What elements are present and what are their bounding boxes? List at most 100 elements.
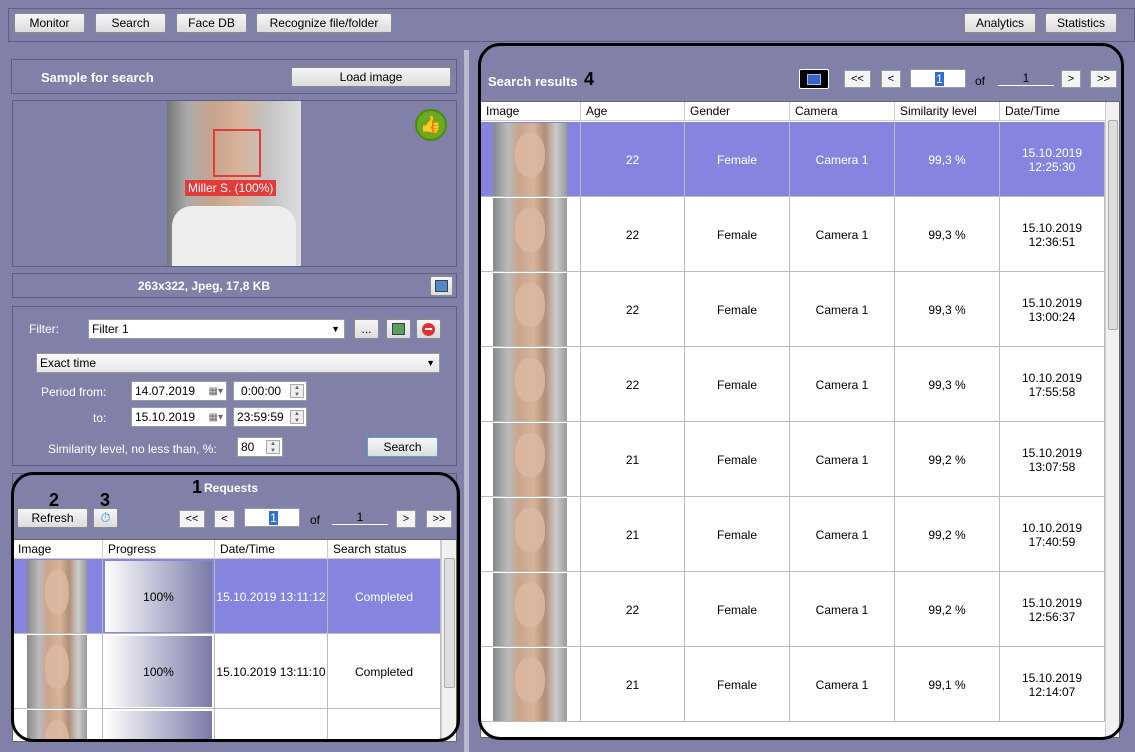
analytics-button[interactable]: Analytics (964, 13, 1036, 33)
time-from-spinner[interactable]: ▲ ▼ (290, 384, 304, 398)
cell-gender: Female (685, 497, 790, 572)
cell-similarity: 99,3 % (895, 272, 1000, 347)
date-from-value: 14.07.2019 (135, 384, 196, 398)
search-button[interactable]: Search (367, 437, 438, 457)
filter-select[interactable]: Filter 1 ▼ (88, 319, 345, 339)
col-similarity[interactable]: Similarity level (895, 102, 1000, 121)
table-row[interactable]: 22 Female Camera 1 99,2 % 15.10.2019 12:5… (481, 572, 1105, 647)
results-title: Search results (488, 74, 578, 89)
results-first-page[interactable]: << (844, 70, 871, 88)
face-db-button[interactable]: Face DB (176, 13, 247, 33)
requests-prev-page[interactable]: < (214, 510, 235, 528)
date-value: 15.10.2019 (1021, 670, 1083, 685)
requests-page-value: 1 (269, 510, 278, 525)
cell-gender: Female (685, 272, 790, 347)
sample-title: Sample for search (41, 70, 154, 85)
requests-table: Image Progress Date/Time Search status 1… (12, 539, 457, 742)
scroll-thumb[interactable] (1108, 120, 1118, 330)
annotation-3: 3 (100, 490, 111, 510)
print-button[interactable] (799, 69, 829, 89)
col-image[interactable]: Image (481, 102, 581, 121)
statistics-button[interactable]: Statistics (1045, 13, 1117, 33)
time-value: 17:40:59 (1028, 534, 1076, 549)
time-value: 13:07:58 (1028, 459, 1076, 474)
col-datetime[interactable]: Date/Time (215, 540, 328, 559)
requests-scrollbar[interactable] (441, 540, 456, 741)
time-to-input[interactable]: 23:59:59 ▲ ▼ (233, 407, 307, 427)
progress-value: 100% (143, 589, 174, 604)
table-row[interactable]: 21 Female Camera 1 99,2 % 15.10.2019 13:0… (481, 422, 1105, 497)
cell-camera: Camera 1 (790, 197, 895, 272)
timer-button[interactable]: ⏱ (93, 508, 118, 528)
panel-splitter[interactable] (464, 50, 469, 752)
similarity-spinner[interactable]: ▲ ▼ (266, 440, 280, 454)
col-datetime[interactable]: Date/Time (1000, 102, 1106, 121)
col-gender[interactable]: Gender (685, 102, 790, 121)
table-row[interactable]: 100% 15.10.2019 13:11:12 Completed (13, 559, 441, 634)
monitor-button[interactable]: Monitor (14, 13, 85, 33)
results-total: 1 (998, 71, 1054, 86)
similarity-label: Similarity level, no less than, %: (48, 442, 217, 456)
cell-datetime (215, 709, 328, 741)
table-row[interactable]: 22 Female Camera 1 99,3 % 15.10.2019 12:3… (481, 197, 1105, 272)
results-of-label: of (975, 74, 986, 88)
results-scrollbar[interactable] (1105, 102, 1119, 737)
filter-more-button[interactable]: ... (354, 319, 379, 339)
requests-page-input[interactable]: 1 (244, 508, 300, 527)
col-age[interactable]: Age (581, 102, 685, 121)
col-progress[interactable]: Progress (103, 540, 215, 559)
filter-label: Filter: (29, 322, 59, 336)
cell-camera: Camera 1 (790, 572, 895, 647)
cell-datetime: 15.10.2019 13:11:12 (215, 559, 328, 634)
cell-gender: Female (685, 347, 790, 422)
cell-similarity: 99,2 % (895, 572, 1000, 647)
cell-camera: Camera 1 (790, 647, 895, 722)
table-row[interactable]: 21 Female Camera 1 99,2 % 10.10.2019 17:4… (481, 497, 1105, 572)
period-from-label: Period from: (41, 385, 107, 399)
time-from-input[interactable]: 0:00:00 ▲ ▼ (233, 381, 307, 401)
cell-age: 22 (581, 122, 685, 197)
requests-last-page[interactable]: >> (426, 510, 452, 528)
load-image-button[interactable]: Load image (291, 67, 451, 87)
calendar-icon[interactable]: ▦▾ (208, 411, 223, 423)
refresh-button[interactable]: Refresh (17, 508, 88, 528)
cell-image (13, 559, 103, 634)
table-row[interactable]: 22 Female Camera 1 99,3 % 10.10.2019 17:5… (481, 347, 1105, 422)
scroll-thumb[interactable] (444, 558, 455, 688)
results-page-input[interactable]: 1 (910, 69, 966, 88)
save-image-button[interactable] (430, 276, 453, 296)
table-row[interactable] (13, 709, 441, 741)
time-mode-select[interactable]: Exact time ▼ (36, 353, 440, 373)
result-thumbnail (493, 498, 567, 571)
date-to-input[interactable]: 15.10.2019 ▦▾ (131, 407, 227, 427)
col-status[interactable]: Search status (328, 540, 441, 559)
table-row[interactable]: 22 Female Camera 1 99,3 % 15.10.2019 12:2… (481, 122, 1105, 197)
col-image[interactable]: Image (13, 540, 103, 559)
cell-gender: Female (685, 422, 790, 497)
results-last-page[interactable]: >> (1090, 70, 1117, 88)
results-next-page[interactable]: > (1061, 70, 1081, 88)
save-filter-button[interactable] (386, 319, 411, 339)
table-row[interactable]: 100% 15.10.2019 13:11:10 Completed (13, 634, 441, 709)
cell-datetime: 15.10.2019 13:07:58 (1000, 422, 1105, 497)
date-value: 15.10.2019 (1021, 145, 1083, 160)
requests-first-page[interactable]: << (179, 510, 205, 528)
results-prev-page[interactable]: < (881, 70, 901, 88)
requests-next-page[interactable]: > (396, 510, 416, 528)
search-tab-button[interactable]: Search (95, 13, 166, 33)
time-value: 17:55:58 (1028, 384, 1076, 399)
table-row[interactable]: 21 Female Camera 1 99,1 % 15.10.2019 12:1… (481, 647, 1105, 722)
results-table: Image Age Gender Camera Similarity level… (480, 101, 1120, 738)
delete-filter-button[interactable] (416, 319, 441, 339)
cell-camera: Camera 1 (790, 272, 895, 347)
calendar-icon[interactable]: ▦▾ (208, 385, 223, 397)
table-row[interactable]: 22 Female Camera 1 99,3 % 15.10.2019 13:0… (481, 272, 1105, 347)
time-to-spinner[interactable]: ▲ ▼ (290, 410, 304, 424)
date-from-input[interactable]: 14.07.2019 ▦▾ (131, 381, 227, 401)
recognize-file-button[interactable]: Recognize file/folder (256, 13, 392, 33)
similarity-input[interactable]: 80 ▲ ▼ (237, 437, 283, 457)
col-camera[interactable]: Camera (790, 102, 895, 121)
cell-datetime: 10.10.2019 17:55:58 (1000, 347, 1105, 422)
chevron-down-icon: ▼ (426, 358, 435, 368)
cell-image (481, 497, 581, 572)
